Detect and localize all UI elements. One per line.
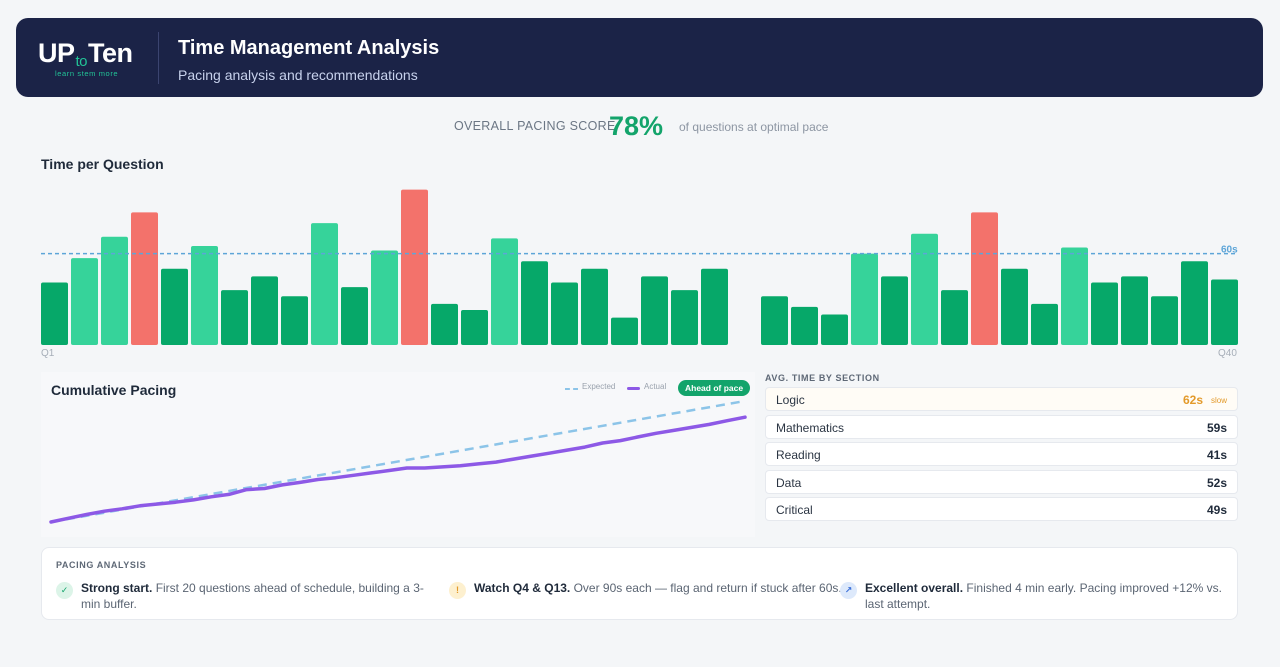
- pacing-analysis-title: PACING ANALYSIS: [56, 560, 147, 570]
- section-name: Reading: [776, 448, 821, 462]
- legend-expected-swatch: [565, 388, 578, 390]
- check-icon: ✓: [56, 582, 73, 599]
- actual-series-line: [49, 415, 747, 524]
- cumulative-pacing-panel: Cumulative Pacing Expected Actual Ahead …: [41, 372, 755, 537]
- bar-q22[interactable]: [671, 290, 698, 345]
- x-axis-first-label: Q1: [41, 348, 55, 359]
- bar-q6[interactable]: [191, 245, 218, 345]
- score-note: of questions at optimal pace: [679, 120, 829, 134]
- legend-actual-swatch: [627, 387, 640, 390]
- legend-actual-label: Actual: [644, 382, 667, 391]
- header-bar: UPtoTen learn stem more Time Management …: [16, 18, 1263, 97]
- bar-q25[interactable]: [761, 296, 788, 345]
- section-name: Mathematics: [776, 421, 845, 435]
- section-name: Data: [776, 476, 802, 490]
- time-per-question-chart: 60s: [41, 189, 1238, 345]
- bar-q26[interactable]: [791, 306, 818, 345]
- legend-expected-label: Expected: [582, 382, 616, 391]
- bar-q5[interactable]: [161, 268, 188, 345]
- logo[interactable]: UPtoTen learn stem more: [38, 38, 148, 80]
- bar-q7[interactable]: [221, 290, 248, 345]
- target-pace-label: 60s: [1221, 245, 1238, 256]
- logo-tagline: learn stem more: [55, 69, 119, 78]
- ahead-of-pace-badge: Ahead of pace: [678, 380, 751, 396]
- bar-q11[interactable]: [341, 287, 368, 345]
- cumulative-pacing-chart: [49, 399, 747, 524]
- bar-q12[interactable]: [371, 250, 398, 345]
- pacing-analysis-card: PACING ANALYSIS ✓ Strong start. First 20…: [41, 547, 1238, 620]
- bar-q28[interactable]: [851, 253, 878, 345]
- bar-q16[interactable]: [491, 238, 518, 345]
- bar-q39[interactable]: [1181, 261, 1208, 345]
- section-time: 62s: [1182, 393, 1203, 407]
- bar-q17[interactable]: [521, 261, 548, 345]
- section-row-logic[interactable]: Logic 62s slow: [765, 387, 1238, 411]
- bar-q29[interactable]: [881, 276, 908, 345]
- expected-series-line: [50, 399, 746, 524]
- pacing-score-row: OVERALL PACING SCORE 78% of questions at…: [0, 111, 1280, 142]
- page-subtitle: Pacing analysis and recommendations: [178, 67, 418, 83]
- bar-q37[interactable]: [1121, 276, 1148, 345]
- score-label: OVERALL PACING SCORE: [454, 119, 616, 133]
- x-axis-last-label: Q40: [1218, 348, 1237, 359]
- section-row-mathematics[interactable]: Mathematics 59s: [765, 415, 1238, 439]
- trend-up-icon: ↗: [840, 582, 857, 599]
- bar-q40[interactable]: [1211, 279, 1238, 345]
- bar-q10[interactable]: [311, 223, 338, 345]
- section-name: Logic: [776, 393, 805, 407]
- section-time: 41s: [1206, 448, 1227, 462]
- section-row-reading[interactable]: Reading 41s: [765, 442, 1238, 466]
- bar-q21[interactable]: [641, 276, 668, 345]
- section-times-title: AVG. TIME BY SECTION: [765, 373, 880, 383]
- bar-q38[interactable]: [1151, 296, 1178, 345]
- section-row-data[interactable]: Data 52s: [765, 470, 1238, 494]
- time-per-question-title: Time per Question: [41, 156, 164, 172]
- section-time: 52s: [1206, 476, 1227, 490]
- bar-q27[interactable]: [821, 314, 848, 345]
- analysis-text: Watch Q4 & Q13. Over 90s each — flag and…: [474, 581, 842, 595]
- bar-q2[interactable]: [71, 258, 98, 345]
- score-value: 78%: [609, 111, 664, 141]
- bar-q36[interactable]: [1091, 282, 1118, 345]
- bar-q9[interactable]: [281, 296, 308, 345]
- page-title: Time Management Analysis: [178, 37, 440, 59]
- bar-q15[interactable]: [461, 309, 488, 345]
- bar-q30[interactable]: [911, 233, 938, 345]
- bar-q1[interactable]: [41, 282, 68, 345]
- slow-tag: slow: [1210, 396, 1227, 405]
- analysis-text: Strong start. First 20 questions ahead o…: [81, 581, 424, 611]
- bar-q19[interactable]: [581, 268, 608, 345]
- header-divider: [158, 32, 159, 84]
- bar-q8[interactable]: [251, 276, 278, 345]
- bar-q34[interactable]: [1031, 303, 1058, 345]
- bar-q31[interactable]: [941, 290, 968, 345]
- cumulative-pacing-title: Cumulative Pacing: [51, 382, 177, 398]
- bar-q35[interactable]: [1061, 247, 1088, 345]
- bar-q32[interactable]: [971, 212, 998, 345]
- analysis-text: Excellent overall. Finished 4 min early.…: [865, 581, 1222, 611]
- section-name: Critical: [776, 503, 813, 517]
- logo-wordmark: UPtoTen: [38, 38, 133, 70]
- warning-icon: !: [449, 582, 466, 599]
- section-time: 59s: [1206, 421, 1227, 435]
- bar-q23[interactable]: [701, 268, 728, 345]
- bar-q18[interactable]: [551, 282, 578, 345]
- bar-q14[interactable]: [431, 303, 458, 345]
- section-time: 49s: [1206, 503, 1227, 517]
- section-row-critical[interactable]: Critical 49s: [765, 497, 1238, 521]
- bar-q33[interactable]: [1001, 268, 1028, 345]
- bar-q4[interactable]: [131, 212, 158, 345]
- bar-q13[interactable]: [401, 189, 428, 345]
- bar-q3[interactable]: [101, 236, 128, 345]
- bar-q20[interactable]: [611, 317, 638, 345]
